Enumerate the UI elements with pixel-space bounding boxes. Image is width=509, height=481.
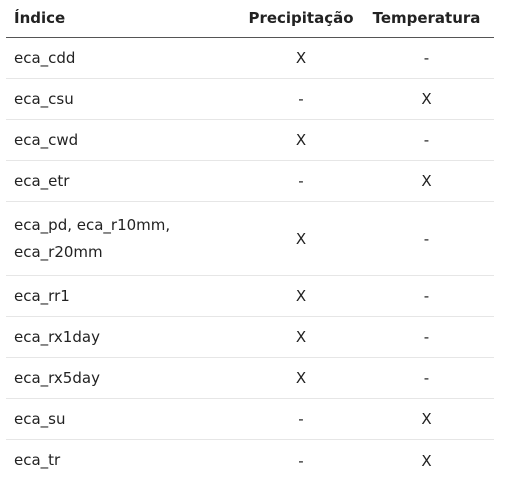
cell-precipitation: X xyxy=(295,287,307,305)
table-row: eca_cwd X - xyxy=(6,120,494,161)
cell-index: eca_tr xyxy=(14,451,61,469)
table-header-row: Índice Precipitação Temperatura xyxy=(6,0,494,38)
table-row: eca_rx1day X - xyxy=(6,317,494,358)
cell-index: eca_rx1day xyxy=(14,327,100,346)
indices-table: Índice Precipitação Temperatura eca_cdd … xyxy=(6,0,494,481)
cell-temperature: X xyxy=(421,451,432,470)
cell-index: eca_rr1 xyxy=(14,286,70,305)
cell-index: eca_cdd xyxy=(14,48,76,67)
cell-temperature: X xyxy=(421,172,432,190)
cell-precipitation: X xyxy=(295,229,307,248)
cell-temperature: - xyxy=(423,131,430,149)
cell-temperature: - xyxy=(423,287,430,305)
table-row: eca_tr - X xyxy=(6,440,494,481)
header-precipitation: Precipitação xyxy=(248,9,354,27)
table-row: eca_su - X xyxy=(6,399,494,440)
cell-precipitation: X xyxy=(295,49,307,67)
table-row: eca_pd, eca_r10mm, eca_r20mm X - xyxy=(6,202,494,276)
cell-temperature: X xyxy=(421,90,432,108)
cell-index: eca_rx5day xyxy=(14,368,100,387)
cell-index: eca_csu xyxy=(14,89,74,108)
cell-temperature: - xyxy=(423,49,430,67)
table-row: eca_etr - X xyxy=(6,161,494,202)
cell-index: eca_su xyxy=(14,409,66,428)
cell-index: eca_pd, eca_r10mm, eca_r20mm xyxy=(14,215,171,261)
cell-index: eca_cwd xyxy=(14,130,79,149)
table-row: eca_rx5day X - xyxy=(6,358,494,399)
cell-precipitation: X xyxy=(295,328,307,346)
cell-precipitation: - xyxy=(298,451,304,470)
cell-precipitation: - xyxy=(298,410,304,428)
cell-temperature: X xyxy=(421,410,432,428)
cell-temperature: - xyxy=(423,369,430,387)
cell-temperature: - xyxy=(423,328,430,346)
cell-precipitation: X xyxy=(295,131,307,149)
cell-precipitation: - xyxy=(298,172,304,190)
cell-index: eca_etr xyxy=(14,171,70,190)
cell-precipitation: X xyxy=(295,369,307,387)
table-row: eca_rr1 X - xyxy=(6,276,494,317)
header-temperature: Temperatura xyxy=(372,9,481,27)
table-row: eca_csu - X xyxy=(6,79,494,120)
cell-temperature: - xyxy=(423,229,430,248)
header-index: Índice xyxy=(14,9,66,27)
table-row: eca_cdd X - xyxy=(6,38,494,79)
cell-precipitation: - xyxy=(298,90,304,108)
